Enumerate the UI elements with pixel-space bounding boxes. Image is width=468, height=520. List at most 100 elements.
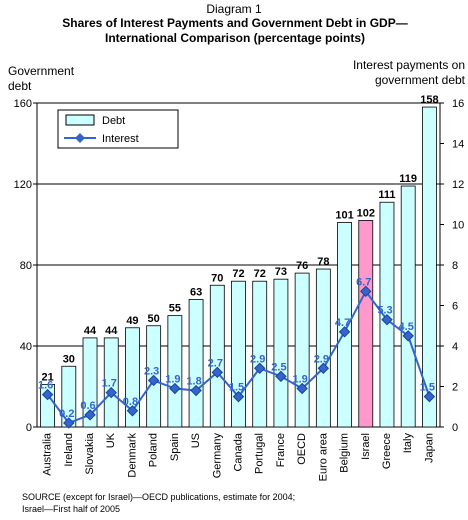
line-value-label: 2.5 xyxy=(271,361,286,373)
line-value-label: 4.7 xyxy=(335,317,350,329)
marker xyxy=(41,388,54,401)
y-tick-label: 40 xyxy=(20,341,32,353)
line-value-label: 1.8 xyxy=(186,376,201,388)
x-tick-label: Spain xyxy=(169,433,181,461)
x-tick-label: Germany xyxy=(211,433,223,479)
y2-tick-label: 10 xyxy=(452,220,464,232)
line-value-label: 6.7 xyxy=(356,276,371,288)
marker xyxy=(254,362,266,374)
legend-label: Debt xyxy=(102,115,125,127)
line-value-label: 2.9 xyxy=(314,353,329,365)
line-value-label: 0.8 xyxy=(123,396,138,408)
marker xyxy=(190,384,202,397)
marker xyxy=(126,405,139,417)
line-value-label: 5.3 xyxy=(377,305,392,317)
x-tick-label: US xyxy=(190,433,202,448)
source-note: SOURCE (except for Israel)—OECD publicat… xyxy=(22,492,296,502)
bar xyxy=(82,337,98,428)
bar xyxy=(188,299,204,428)
bar-value-label: 55 xyxy=(169,303,181,315)
bar-value-label: 73 xyxy=(275,266,287,278)
bar xyxy=(125,327,140,428)
bar xyxy=(337,222,352,428)
marker xyxy=(169,382,181,395)
line-value-label: 0.6 xyxy=(80,400,95,412)
x-tick-label: France xyxy=(275,433,287,467)
x-tick-label: Israel xyxy=(360,433,372,460)
bar xyxy=(294,272,310,428)
marker xyxy=(423,390,436,403)
supertitle: Diagram 1 xyxy=(206,2,262,16)
line-value-label: 2.9 xyxy=(250,353,265,365)
bar xyxy=(167,315,183,428)
bar-value-label: 21 xyxy=(41,371,53,383)
bar xyxy=(400,185,416,428)
y2-tick-label: 0 xyxy=(452,422,458,434)
marker xyxy=(147,374,160,387)
bar xyxy=(421,106,437,428)
bar-value-label: 76 xyxy=(296,260,308,272)
marker xyxy=(232,390,245,403)
x-tick-label: Portugal xyxy=(254,433,266,474)
x-tick-label: Poland xyxy=(148,433,160,467)
line-value-label: 0.2 xyxy=(59,408,74,420)
bar xyxy=(358,220,374,428)
bar-value-label: 119 xyxy=(399,173,417,185)
line-value-label: 1.7 xyxy=(102,378,117,390)
marker xyxy=(84,409,96,421)
legend-swatch xyxy=(65,114,95,126)
y-tick-label: 160 xyxy=(14,98,32,110)
x-tick-label: Denmark xyxy=(126,433,138,478)
line-value-label: 4.5 xyxy=(399,321,414,333)
y2-tick-label: 16 xyxy=(452,98,464,110)
chart-title: Shares of Interest Payments and Governme… xyxy=(62,16,408,45)
bar-value-label: 49 xyxy=(126,315,138,327)
bar-value-label: 50 xyxy=(148,313,160,325)
line-value-label: 2.7 xyxy=(208,357,223,369)
line-value-label: 1.5 xyxy=(229,382,244,394)
bar-value-label: 30 xyxy=(63,353,75,365)
y2-tick-label: 4 xyxy=(452,341,458,353)
legend-label: Interest xyxy=(102,133,139,145)
x-tick-label: Canada xyxy=(233,432,245,471)
bar-value-label: 72 xyxy=(232,268,244,280)
bar-value-label: 63 xyxy=(190,286,202,298)
source-note: Israel—First half of 2005 xyxy=(22,504,121,514)
marker xyxy=(360,285,372,298)
y2-tick-label: 6 xyxy=(452,301,458,313)
marker xyxy=(105,386,117,399)
y2-tick-label: 2 xyxy=(452,382,458,394)
y2-tick-label: 12 xyxy=(452,179,464,191)
line-value-label: 1.9 xyxy=(165,374,180,386)
bar-value-label: 102 xyxy=(357,207,375,219)
bar-value-label: 158 xyxy=(420,94,438,106)
line-value-label: 1.9 xyxy=(292,374,307,386)
line-value-label: 1.5 xyxy=(420,382,435,394)
y-tick-label: 80 xyxy=(20,260,32,272)
x-tick-label: OECD xyxy=(296,433,308,465)
y2-axis-label: Interest payments on government debt xyxy=(352,58,465,87)
x-tick-label: Greece xyxy=(381,433,393,469)
y-axis-label: Government debt xyxy=(8,64,75,93)
marker xyxy=(338,326,351,338)
marker xyxy=(275,370,287,383)
y-tick-label: 0 xyxy=(26,422,32,434)
x-tick-label: Australia xyxy=(42,432,54,476)
marker xyxy=(296,382,308,395)
bar-value-label: 70 xyxy=(211,272,223,284)
line-value-label: 2.3 xyxy=(144,365,159,377)
y2-tick-label: 8 xyxy=(452,260,458,272)
x-tick-label: Japan xyxy=(423,433,435,463)
x-tick-label: Slovakia xyxy=(84,432,96,474)
marker xyxy=(402,330,414,342)
bar-value-label: 44 xyxy=(84,325,97,337)
x-tick-label: Belgium xyxy=(339,433,351,473)
legend-marker xyxy=(75,133,85,143)
x-tick-label: Euro area xyxy=(317,432,329,481)
marker xyxy=(211,366,223,379)
bar xyxy=(273,278,289,428)
bar-value-label: 72 xyxy=(254,268,266,280)
marker xyxy=(317,362,330,374)
bar xyxy=(315,268,331,428)
